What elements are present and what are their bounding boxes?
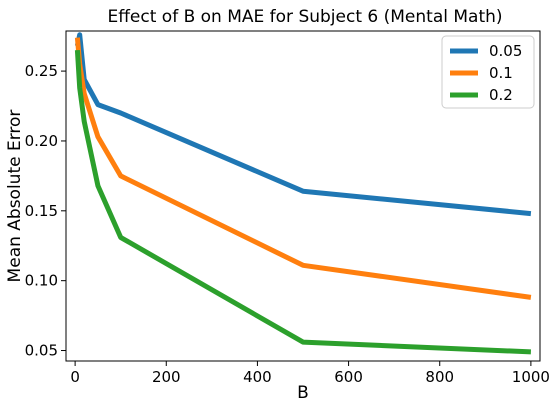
y-axis-ticks: 0.05 0.10 0.15 0.20 0.25 — [25, 62, 66, 360]
x-tick-label: 400 — [243, 368, 272, 386]
plot-frame — [65, 30, 541, 362]
x-tick-label: 0 — [70, 368, 80, 386]
series-line-0 — [74, 32, 532, 217]
x-tick-label: 800 — [425, 368, 454, 386]
y-axis-label: Mean Absolute Error — [5, 110, 25, 283]
x-tick-label: 1000 — [512, 368, 550, 386]
x-axis-ticks: 0 200 400 600 800 1000 — [70, 361, 550, 386]
legend-box — [441, 35, 535, 109]
legend-label-1: 0.1 — [489, 64, 513, 82]
chart-title: Effect of B on MAE for Subject 6 (Mental… — [107, 7, 502, 27]
y-tick-label: 0.25 — [25, 62, 58, 80]
y-tick-label: 0.15 — [25, 202, 58, 220]
y-tick-label: 0.05 — [25, 342, 58, 360]
legend: 0.05 0.1 0.2 — [441, 35, 535, 109]
x-tick-label: 600 — [334, 368, 363, 386]
x-axis-label: B — [297, 383, 309, 403]
legend-label-2: 0.2 — [489, 86, 513, 104]
y-tick-label: 0.10 — [25, 272, 58, 290]
legend-label-0: 0.05 — [489, 42, 522, 60]
x-tick-label: 200 — [152, 368, 181, 386]
y-tick-label: 0.20 — [25, 132, 58, 150]
series-line-2 — [74, 49, 532, 355]
series-layer — [74, 32, 532, 355]
